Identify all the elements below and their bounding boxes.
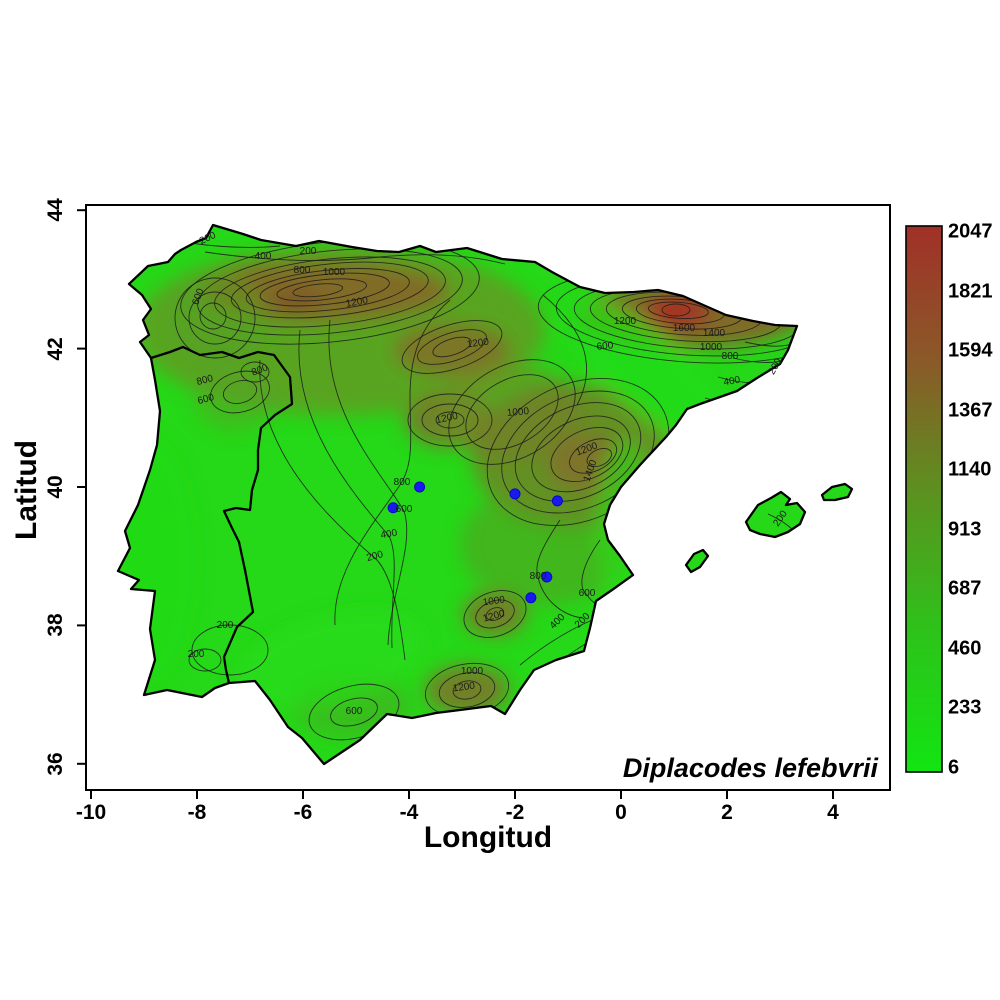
colorbar-tick-label: 1594 [948, 339, 993, 362]
occurrence-point [509, 488, 521, 500]
contour-label: 1000 [460, 666, 484, 677]
contour-label: 600 [578, 588, 596, 599]
x-tick-label: -4 [399, 801, 419, 824]
plot-frame [85, 204, 891, 791]
occurrence-points [387, 481, 563, 604]
colorbar-tick-label: 1367 [948, 399, 993, 422]
species-title: Diplacodes lefebvrii [622, 753, 878, 783]
x-tick-label: -8 [187, 801, 207, 824]
island-menorca [820, 482, 854, 502]
coastline [116, 223, 854, 766]
colorbar-tick-label: 687 [948, 577, 982, 600]
occurrence-point [414, 481, 426, 493]
colorbar-tick-label: 913 [948, 518, 982, 541]
y-tick-label: 44 [44, 198, 67, 222]
occurrence-point [541, 571, 553, 583]
contour-label: 200 [299, 246, 317, 257]
y-axis-title: Latitud [10, 440, 43, 540]
contour-label: 800 [293, 265, 311, 276]
x-tick-label: 2 [721, 801, 733, 824]
colorbar-tick-label: 460 [948, 637, 982, 660]
contour-label: 800 [529, 571, 547, 582]
y-tick-label: 36 [44, 752, 67, 776]
contour-label: 200 [187, 649, 205, 660]
x-tick-label: -6 [293, 801, 313, 824]
contour-label: 1400 [702, 328, 726, 339]
contour-label: 1000 [322, 267, 346, 278]
contour-label: 600 [596, 340, 614, 353]
contour-label: 600 [395, 504, 413, 515]
occurrence-point [525, 592, 537, 604]
contour-label: 1200 [613, 316, 637, 327]
island-ibiza [684, 548, 710, 574]
contour-label: 800 [721, 351, 739, 362]
x-tick-label: 4 [827, 801, 839, 824]
y-tick-label: 42 [44, 336, 67, 361]
colorbar-tick-label: 233 [948, 696, 982, 719]
colorbar-tick-label: 1140 [948, 458, 992, 481]
island-mallorca [744, 490, 807, 539]
contour-label: 400 [254, 251, 272, 262]
colorbar-tick-label: 1821 [948, 280, 993, 303]
colorbar-frame [905, 225, 943, 773]
contour-label: 800 [393, 477, 411, 488]
x-tick-label: 0 [615, 801, 627, 824]
y-tick-label: 40 [44, 475, 67, 499]
occurrence-point [551, 495, 563, 507]
contour-label: 1000 [699, 342, 723, 353]
occurrence-point [387, 502, 399, 514]
contour-label: 200 [216, 620, 234, 631]
elevation-field [118, 225, 852, 764]
contour-label: 1000 [506, 406, 530, 419]
contour-label: 600 [345, 706, 363, 717]
colorbar-tick-label: 6 [948, 756, 960, 779]
x-axis-title: Longitud [423, 821, 553, 854]
portugal-spain-border [150, 345, 294, 684]
contour-label: 1600 [672, 323, 696, 334]
colorbar-tick-label: 2047 [948, 220, 993, 243]
axis-ticks [77, 209, 834, 799]
x-tick-label: -2 [505, 801, 525, 824]
colorbar-gradient [906, 226, 942, 772]
y-tick-label: 38 [44, 613, 67, 638]
x-tick-label: -10 [75, 801, 107, 824]
